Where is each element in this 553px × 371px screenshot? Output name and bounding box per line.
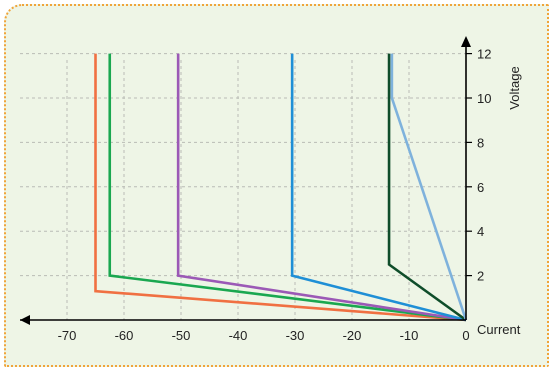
x-axis-arrow [20,315,30,325]
y-tick-labels: 2 4 6 8 10 12 [477,47,491,284]
series-line-1 [94,53,467,322]
y-tick-label: 6 [477,180,484,195]
y-axis-label: Voltage [507,66,522,109]
axes [20,36,471,325]
y-tick-label: 10 [477,91,491,106]
x-tick-label: -20 [343,328,362,343]
series-line-2 [108,53,467,322]
series-line-3 [176,53,467,322]
x-tick-label: -30 [286,328,305,343]
x-tick-label: -70 [58,328,77,343]
x-tick-label: -60 [115,328,134,343]
series-line-5 [387,53,467,322]
y-tick-label: 8 [477,135,484,150]
y-tick-label: 12 [477,47,491,62]
y-tick-label: 2 [477,269,484,284]
x-tick-label: 0 [462,328,469,343]
y-tick-label: 4 [477,224,484,239]
x-axis-label: Current [477,322,521,337]
x-tick-label: -50 [172,328,191,343]
grid [20,52,472,320]
series-line-6 [390,53,468,321]
x-tick-labels: -70 -60 -50 -40 -30 -20 -10 0 [58,328,470,343]
series-line-4 [290,53,467,322]
x-tick-label: -40 [229,328,248,343]
y-axis-arrow [461,36,471,47]
x-tick-label: -10 [400,328,419,343]
series-lines [94,53,468,322]
